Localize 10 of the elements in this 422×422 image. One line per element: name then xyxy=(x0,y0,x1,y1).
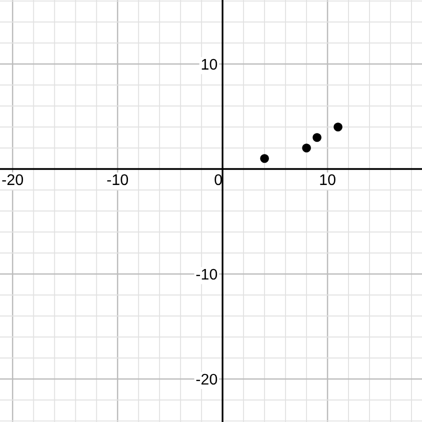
y-tick-label: -10 xyxy=(196,268,218,280)
y-tick-label: -20 xyxy=(196,374,218,385)
point xyxy=(260,154,269,163)
point xyxy=(334,122,342,132)
y-tick-label: 10 xyxy=(202,58,218,70)
x-tick-label: -20 xyxy=(2,174,24,186)
x-tick-label: 10 xyxy=(320,174,336,186)
point xyxy=(302,144,311,152)
x-tick-label: -10 xyxy=(107,174,128,186)
point xyxy=(312,133,322,142)
